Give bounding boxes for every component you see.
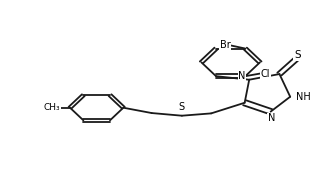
Text: CH₃: CH₃ (44, 103, 60, 112)
Text: S: S (179, 102, 185, 112)
Text: Br: Br (220, 40, 231, 50)
Text: N: N (238, 71, 246, 81)
Text: N: N (268, 113, 275, 123)
Text: Cl: Cl (261, 69, 270, 78)
Text: S: S (294, 50, 301, 60)
Text: NH: NH (296, 92, 311, 102)
